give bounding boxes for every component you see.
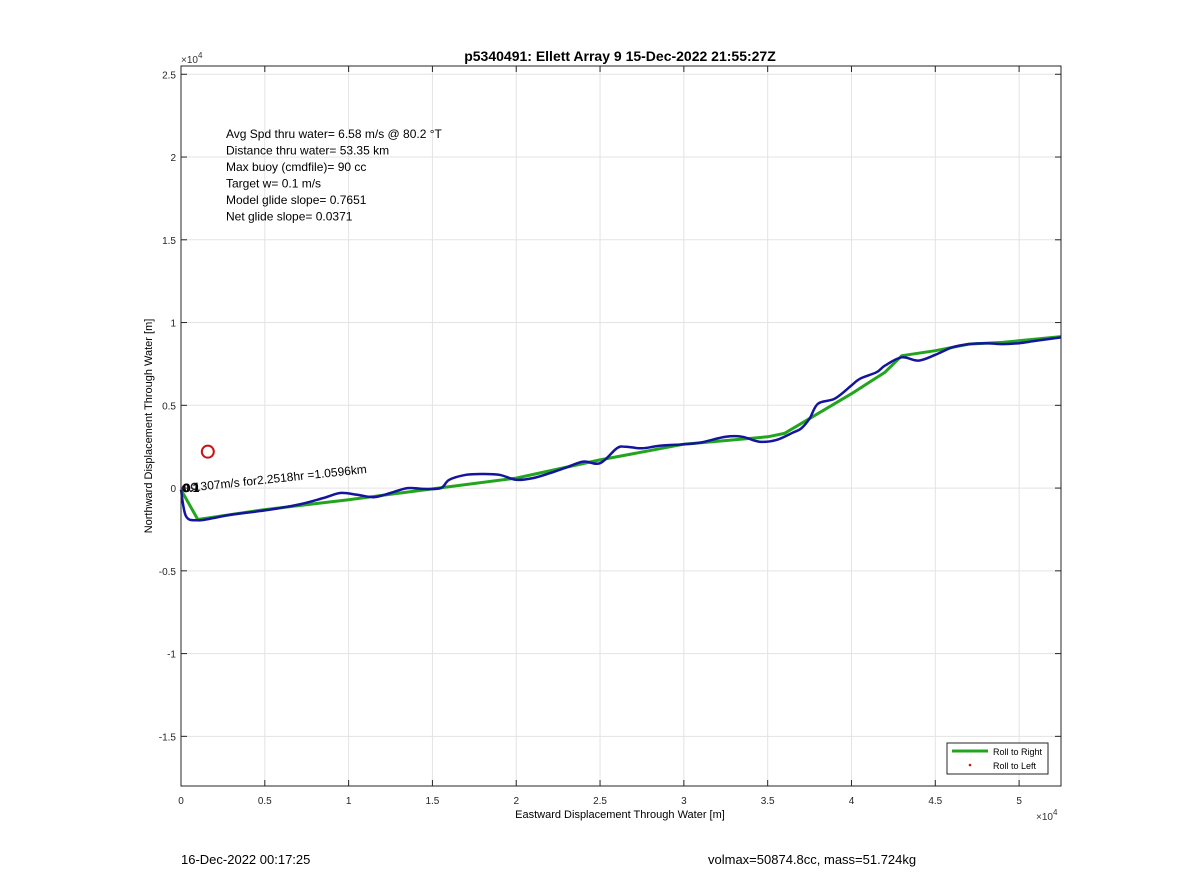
x-tick-label: 2.5 (593, 796, 607, 807)
y-multiplier: ×10 4 (181, 51, 203, 66)
stats-annotation: Avg Spd thru water= 6.58 m/s @ 80.2 °T Di… (226, 127, 443, 224)
y-axis-label: Northward Displacement Through Water [m] (143, 319, 155, 534)
grid-lines (180, 66, 1061, 786)
y-tick-label: 0.5 (162, 401, 176, 412)
x-tick-label: 3.5 (761, 796, 775, 807)
y-multiplier-exponent: 4 (198, 51, 203, 60)
x-multiplier-base: ×10 (1036, 812, 1053, 823)
y-tick-label: -1 (167, 650, 176, 661)
chart-title: p5340491: Ellett Array 9 15-Dec-2022 21:… (464, 48, 776, 64)
y-tick-label: -0.5 (159, 567, 177, 578)
stats-line: Net glide slope= 0.0371 (226, 210, 353, 224)
series-track (179, 336, 1062, 522)
axes-layer: 0 0.5 1 1.5 2 2.5 3 3.5 4 4.5 5 -1.5 -1 -0.5 0 0.5 1 1.5 2… (159, 65, 1062, 807)
y-tick-label: -1.5 (159, 732, 177, 743)
x-tick-label: 0.5 (258, 796, 272, 807)
stats-line: Avg Spd thru water= 6.58 m/s @ 80.2 °T (226, 127, 443, 141)
stats-line: Model glide slope= 0.7651 (226, 193, 367, 207)
y-tick-label: 1.5 (162, 236, 176, 247)
x-tick-label: 0 (178, 796, 184, 807)
origin-marker (190, 482, 199, 491)
stats-line: Max buoy (cmdfile)= 90 cc (226, 160, 366, 174)
legend-swatch-roll-to-left (968, 763, 972, 767)
footer-vol-mass: volmax=50874.8cc, mass=51.724kg (708, 852, 917, 867)
stats-line: Target w= 0.1 m/s (226, 177, 321, 191)
x-multiplier-exponent: 4 (1053, 808, 1058, 817)
footer-timestamp: 16-Dec-2022 00:17:25 (181, 852, 311, 867)
x-tick-label: 4.5 (928, 796, 942, 807)
legend: Roll to Right Roll to Left (946, 742, 1049, 775)
stats-line: Distance thru water= 53.35 km (226, 144, 389, 158)
start-circle-marker (200, 444, 215, 459)
x-tick-label: 1.5 (425, 796, 439, 807)
y-tick-label: 0 (170, 484, 176, 495)
legend-label-roll-to-right: Roll to Right (993, 747, 1043, 757)
y-tick-label: 2.5 (162, 70, 176, 81)
series-roll-to-right (179, 335, 1062, 521)
x-tick-label: 1 (346, 796, 352, 807)
legend-box (946, 742, 1049, 775)
origin-label: 0.1 (183, 481, 200, 495)
axes-box (180, 65, 1062, 787)
x-tick-label: 3 (681, 796, 687, 807)
x-tick-label: 4 (849, 796, 855, 807)
x-axis-label: Eastward Displacement Through Water [m] (515, 809, 725, 821)
legend-label-roll-to-left: Roll to Left (993, 761, 1037, 771)
y-multiplier-base: ×10 (181, 55, 198, 66)
y-tick-label: 1 (170, 319, 176, 330)
y-tick-label: 2 (170, 153, 176, 164)
current-annotation: 0.1307m/s for2.2518hr =1.0596km (183, 462, 367, 495)
x-tick-label: 5 (1016, 796, 1022, 807)
x-tick-label: 2 (513, 796, 519, 807)
x-multiplier: ×10 4 (1036, 808, 1058, 823)
